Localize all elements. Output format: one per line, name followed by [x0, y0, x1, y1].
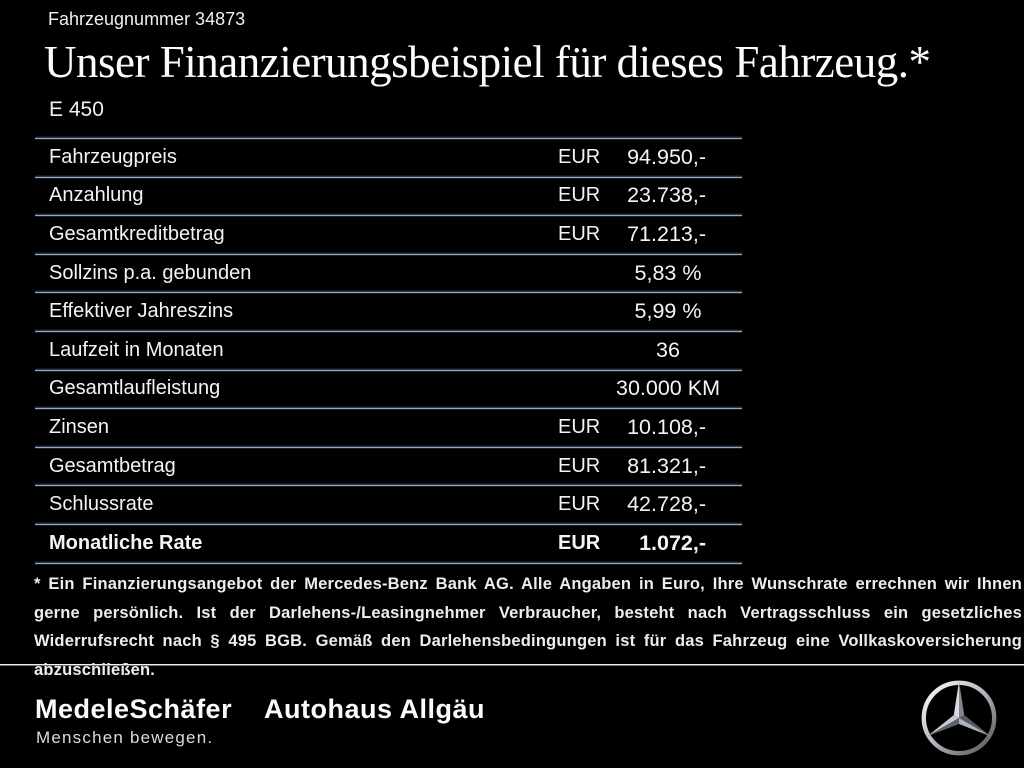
dealer-logo-medele-schaefer: MedeleSchäfer	[35, 694, 233, 724]
vehicle-number: Fahrzeugnummer 34873	[48, 9, 246, 29]
row-label: Sollzins p.a. gebunden	[49, 261, 252, 284]
row-currency: EUR	[558, 454, 601, 477]
row-value: 23.738,-	[627, 183, 706, 208]
table-divider	[35, 367, 742, 372]
row-value: 81.321,-	[627, 453, 706, 478]
table-row: Effektiver Jahreszins 5,99 %	[35, 294, 742, 329]
page-title: Unser Finanzierungsbeispiel für dieses F…	[44, 37, 931, 87]
row-value: 5,83 %	[634, 260, 702, 285]
table-divider	[35, 213, 742, 218]
row-value: 42.728,-	[627, 492, 706, 517]
table-divider	[35, 406, 742, 411]
row-label: Monatliche Rate	[49, 531, 203, 554]
row-value: 10.108,-	[627, 414, 706, 439]
row-label: Gesamtkreditbetrag	[49, 222, 225, 245]
row-label: Laufzeit in Monaten	[49, 338, 224, 361]
table-divider	[35, 560, 742, 565]
row-currency: EUR	[558, 145, 601, 168]
row-label: Gesamtlaufleistung	[49, 377, 221, 400]
table-row: Fahrzeugpreis EUR 94.950,-	[35, 140, 742, 175]
table-row: Laufzeit in Monaten 36	[35, 333, 742, 368]
row-label: Fahrzeugpreis	[49, 145, 177, 168]
mercedes-benz-star-icon	[921, 680, 997, 756]
footer-separator	[0, 664, 1024, 666]
table-divider	[35, 483, 742, 488]
table-row: Schlussrate EUR 42.728,-	[35, 487, 742, 522]
row-label: Gesamtbetrag	[49, 454, 176, 477]
row-label: Anzahlung	[49, 184, 144, 207]
row-value: 30.000 KM	[616, 376, 720, 401]
row-value: 1.072,-	[639, 530, 706, 555]
dealer-logo-autohaus-allgaeu: Autohaus Allgäu	[264, 694, 485, 724]
row-currency: EUR	[558, 184, 601, 207]
table-divider	[35, 174, 742, 179]
row-currency: EUR	[558, 493, 601, 516]
financing-table: Fahrzeugpreis EUR 94.950,- Anzahlung EUR 23.7…	[35, 136, 742, 565]
table-divider	[35, 251, 742, 256]
table-row: Monatliche Rate EUR 1.072,-	[35, 526, 742, 561]
table-divider	[35, 444, 742, 449]
row-currency: EUR	[558, 531, 601, 554]
row-label: Zinsen	[49, 415, 110, 438]
row-currency: EUR	[558, 222, 601, 245]
dealer-tagline: Menschen bewegen.	[36, 728, 214, 747]
table-divider	[35, 328, 742, 333]
table-divider	[35, 290, 742, 295]
table-divider	[35, 136, 742, 140]
row-label: Effektiver Jahreszins	[49, 300, 234, 323]
row-currency: EUR	[558, 415, 601, 438]
row-value: 94.950,-	[627, 144, 706, 169]
table-row: Zinsen EUR 10.108,-	[35, 410, 742, 445]
row-label: Schlussrate	[49, 493, 154, 516]
table-row: Gesamtlaufleistung 30.000 KM	[35, 372, 742, 407]
disclaimer-text: * Ein Finanzierungsangebot der Mercedes-…	[34, 575, 1022, 679]
row-value: 71.213,-	[627, 221, 706, 246]
row-value: 5,99 %	[634, 299, 702, 324]
row-value: 36	[656, 337, 680, 362]
vehicle-model: E 450	[49, 98, 104, 121]
table-row: Gesamtkreditbetrag EUR 71.213,-	[35, 217, 742, 252]
table-row: Anzahlung EUR 23.738,-	[35, 179, 742, 214]
table-row: Gesamtbetrag EUR 81.321,-	[35, 449, 742, 484]
table-row: Sollzins p.a. gebunden 5,83 %	[35, 256, 742, 291]
table-divider	[35, 521, 742, 526]
